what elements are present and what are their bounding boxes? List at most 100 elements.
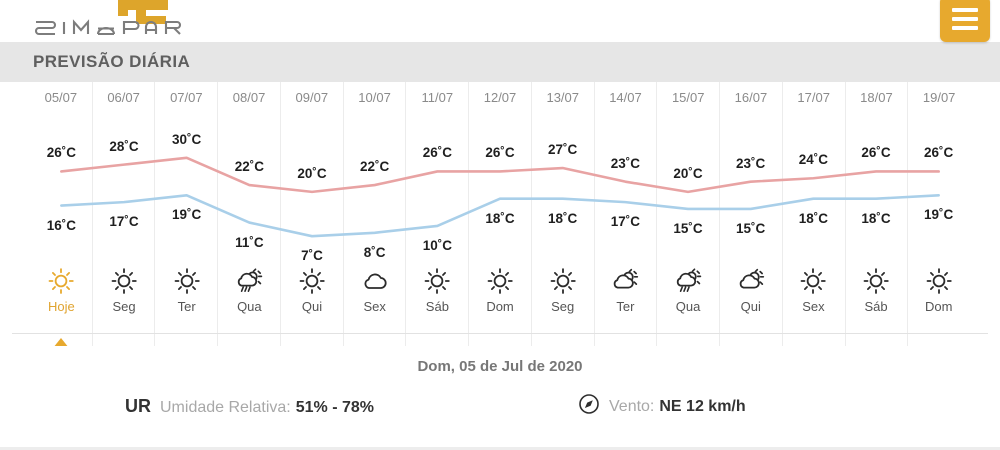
max-temp-label: 27˚C xyxy=(548,142,578,158)
max-temp-label: 26˚C xyxy=(485,145,515,161)
date-label: 07/07 xyxy=(170,90,203,105)
day-name-label: Qui xyxy=(740,299,761,314)
humidity-tag: UR xyxy=(125,396,151,416)
day-name-label: Sáb xyxy=(425,299,449,314)
gridline-cell xyxy=(846,115,909,275)
gridline-cell xyxy=(469,115,532,275)
date-label: 14/07 xyxy=(609,90,642,105)
gridline-cell xyxy=(281,115,344,275)
day-item-ter[interactable]: Ter xyxy=(155,266,218,328)
gridline-cell xyxy=(155,115,219,275)
bottom-edge xyxy=(0,447,1000,450)
day-item-sáb[interactable]: Sáb xyxy=(845,266,908,328)
min-temp-label: 7˚C xyxy=(301,248,323,264)
min-temp-label: 15˚C xyxy=(736,220,766,236)
max-temp-label: 26˚C xyxy=(924,145,954,161)
max-temp-label: 22˚C xyxy=(360,159,390,175)
gridline-cell xyxy=(406,115,470,275)
min-temp-label: 19˚C xyxy=(924,207,954,223)
gridline-cell xyxy=(30,115,93,275)
day-name-label: Seg xyxy=(112,299,136,314)
simepar-logo[interactable] xyxy=(14,0,214,42)
gridline-cell xyxy=(720,115,783,275)
day-name-label: Ter xyxy=(616,299,635,314)
wind-label: Vento: xyxy=(609,397,655,415)
day-item-qua[interactable]: Qua xyxy=(657,266,720,328)
min-temp-label: 16˚C xyxy=(46,217,76,233)
max-temp-label: 28˚C xyxy=(109,138,139,154)
gridline-cell xyxy=(218,115,281,275)
day-item-ter[interactable]: Ter xyxy=(594,266,657,328)
sun-icon xyxy=(485,266,515,296)
day-item-seg[interactable]: Seg xyxy=(93,266,156,328)
min-temp-label: 11˚C xyxy=(235,234,264,250)
gridline-cell xyxy=(93,115,156,275)
day-item-hoje[interactable]: Hoje xyxy=(30,266,93,348)
wind-block: Vento: NE 12 km/h xyxy=(578,393,746,420)
gridline-cell xyxy=(532,115,595,275)
wind-value: NE 12 km/h xyxy=(659,397,746,415)
hamburger-bar-3 xyxy=(952,26,978,30)
day-item-dom[interactable]: Dom xyxy=(907,266,970,328)
temperature-lines xyxy=(60,156,940,238)
max-temp-label: 26˚C xyxy=(861,145,891,161)
day-item-qua[interactable]: Qua xyxy=(218,266,281,328)
gridline-cell xyxy=(595,115,658,275)
day-item-dom[interactable]: Dom xyxy=(469,266,532,328)
hamburger-bar-2 xyxy=(952,17,978,21)
date-label: 13/07 xyxy=(546,90,580,105)
max-temp-label: 23˚C xyxy=(736,155,766,171)
day-name-label: Ter xyxy=(177,299,196,314)
max-temp-label: 20˚C xyxy=(673,165,703,181)
min-temp-label: 17˚C xyxy=(610,214,640,230)
sun-icon xyxy=(548,266,578,296)
day-name-label: Dom xyxy=(925,299,953,314)
date-label: 12/07 xyxy=(483,90,517,105)
day-item-sex[interactable]: Sex xyxy=(782,266,845,328)
day-name-label: Sex xyxy=(802,299,825,314)
min-temp-label: 15˚C xyxy=(673,220,703,236)
sun-icon xyxy=(46,266,76,296)
day-item-seg[interactable]: Seg xyxy=(531,266,594,328)
min-temp-label: 18˚C xyxy=(861,210,891,226)
day-item-sáb[interactable]: Sáb xyxy=(406,266,469,328)
gridline-cell xyxy=(657,115,721,275)
humidity-label: Umidade Relativa: xyxy=(160,399,291,416)
max-temp-label: 30˚C xyxy=(172,131,202,147)
min-temp-label: 10˚C xyxy=(422,237,452,253)
max-temp-label: 24˚C xyxy=(798,152,828,168)
sun-icon xyxy=(109,266,139,296)
day-name-label: Sex xyxy=(363,299,386,314)
day-name-label: Qua xyxy=(237,299,262,314)
sun-cloud-icon xyxy=(610,266,640,296)
top-bar xyxy=(0,0,1000,42)
day-selector-row[interactable]: Hoje Seg Ter Qua Qui Sex Sáb xyxy=(30,266,970,348)
min-temp-label: 19˚C xyxy=(172,207,202,223)
hamburger-menu-button[interactable] xyxy=(940,0,990,42)
min-temp-label: 18˚C xyxy=(485,210,515,226)
day-name-label: Sáb xyxy=(864,299,888,314)
date-column[interactable]: 19/07 xyxy=(908,82,970,346)
max-temp-label: 23˚C xyxy=(610,155,640,171)
series-line xyxy=(60,156,940,194)
sun-icon xyxy=(924,266,954,296)
sun-cloud-icon xyxy=(736,266,766,296)
chart-gridlines xyxy=(30,115,970,275)
day-item-qui[interactable]: Qui xyxy=(719,266,782,328)
min-temp-label: 17˚C xyxy=(109,214,139,230)
min-temp-label: 18˚C xyxy=(798,210,828,226)
humidity-value: 51% - 78% xyxy=(295,399,374,416)
page-title: PREVISÃO DIÁRIA xyxy=(33,52,191,71)
day-name-label: Qui xyxy=(301,299,323,314)
forecast-divider xyxy=(12,333,988,334)
cloud-icon xyxy=(360,266,390,296)
day-item-sex[interactable]: Sex xyxy=(343,266,406,328)
sun-icon xyxy=(861,266,891,296)
max-temp-label: 20˚C xyxy=(297,165,327,181)
rain-sun-icon xyxy=(234,266,264,296)
date-label: 16/07 xyxy=(734,90,768,105)
min-temp-label: 8˚C xyxy=(363,244,386,260)
day-item-qui[interactable]: Qui xyxy=(281,266,344,328)
sun-icon xyxy=(422,266,452,296)
